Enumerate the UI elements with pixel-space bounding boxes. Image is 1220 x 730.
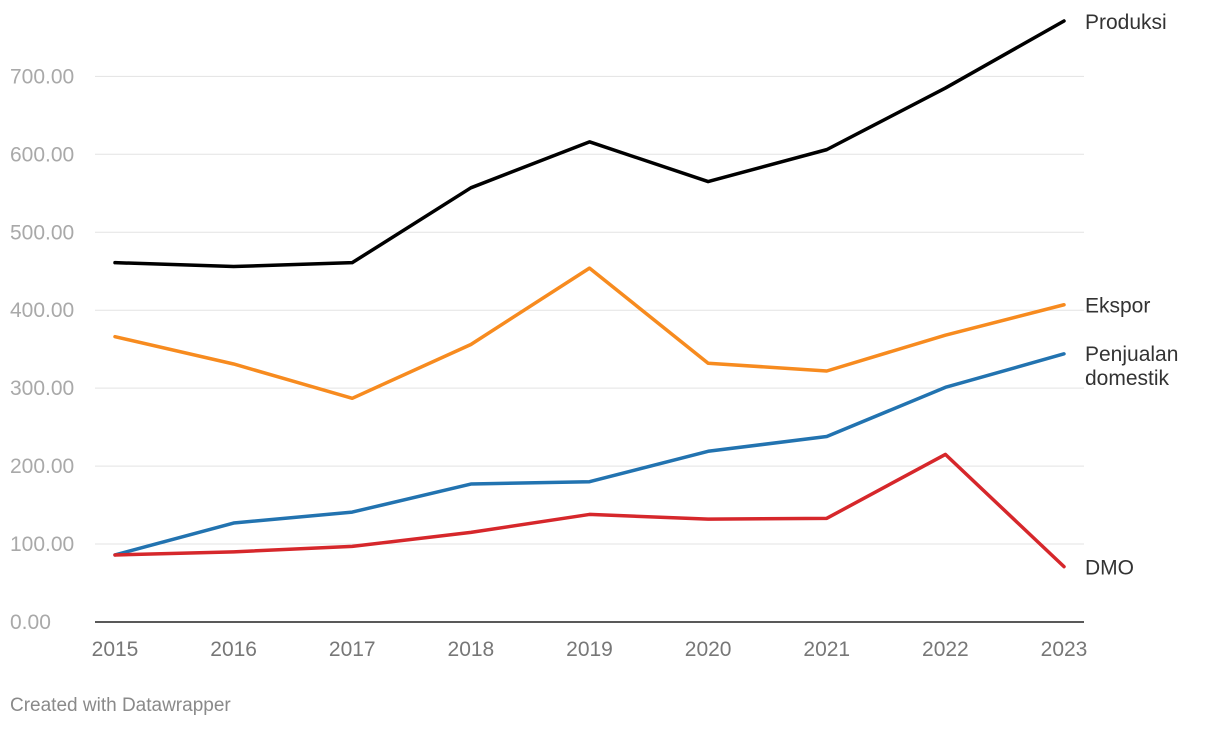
series-labels: Produksi Ekspor Penjualan domestik DMO xyxy=(1085,11,1178,580)
chart-canvas: 0.00 100.00 200.00 300.00 400.00 500.00 600.00… xyxy=(10,11,1178,661)
x-tick-label: 2016 xyxy=(210,638,257,661)
series-label-dmo: DMO xyxy=(1085,557,1134,580)
gridlines xyxy=(95,75,1084,623)
series-line-dmo xyxy=(113,452,1066,569)
x-tick-label: 2023 xyxy=(1041,638,1088,661)
series-line-penjualan-domestik xyxy=(113,352,1066,557)
y-tick-label: 600.00 xyxy=(10,143,74,166)
x-tick-label: 2020 xyxy=(685,638,732,661)
y-tick-label: 0.00 xyxy=(10,611,51,634)
series-label-line: Produksi xyxy=(1085,11,1167,34)
series-label-line: DMO xyxy=(1085,557,1134,580)
y-tick-label: 400.00 xyxy=(10,299,74,322)
y-tick-label: 300.00 xyxy=(10,377,74,400)
series-label-line: domestik xyxy=(1085,367,1170,390)
series-lines xyxy=(113,19,1066,569)
series-line-produksi xyxy=(113,19,1066,269)
x-tick-label: 2019 xyxy=(566,638,613,661)
y-tick-label: 500.00 xyxy=(10,221,74,244)
y-tick-label: 700.00 xyxy=(10,65,74,88)
x-tick-label: 2022 xyxy=(922,638,969,661)
x-tick-label: 2015 xyxy=(92,638,139,661)
y-tick-label: 200.00 xyxy=(10,455,74,478)
series-label-ekspor: Ekspor xyxy=(1085,295,1150,318)
y-axis-ticks: 0.00 100.00 200.00 300.00 400.00 500.00 600.00… xyxy=(10,65,74,634)
x-tick-label: 2021 xyxy=(803,638,850,661)
x-axis-ticks: 2015 2016 2017 2018 2019 2020 2021 2022 2023 xyxy=(92,638,1088,661)
series-label-line: Penjualan xyxy=(1085,343,1178,366)
x-tick-label: 2017 xyxy=(329,638,376,661)
series-label-penjualan-domestik: Penjualan domestik xyxy=(1085,343,1178,390)
series-line-ekspor xyxy=(113,266,1066,401)
footer-credit: Created with Datawrapper xyxy=(10,695,231,716)
series-label-line: Ekspor xyxy=(1085,295,1150,318)
x-tick-label: 2018 xyxy=(448,638,495,661)
y-tick-label: 100.00 xyxy=(10,533,74,556)
series-label-produksi: Produksi xyxy=(1085,11,1167,34)
